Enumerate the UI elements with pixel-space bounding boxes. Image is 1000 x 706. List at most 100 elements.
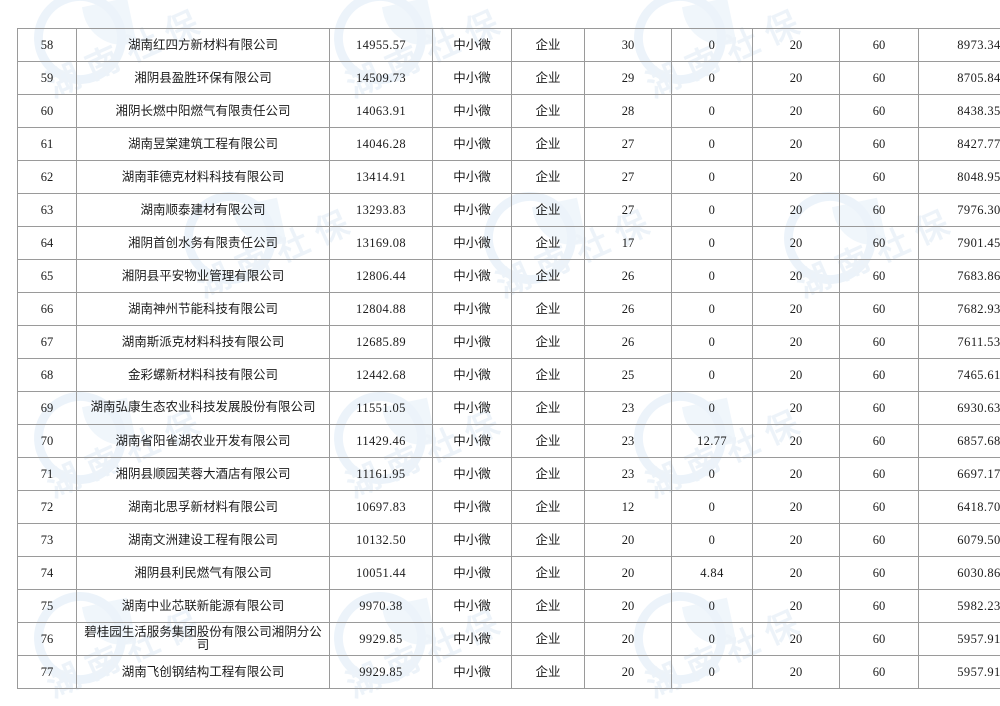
cell-index: 63 bbox=[17, 193, 77, 227]
cell-enterprise-scale: 中小微 bbox=[432, 358, 512, 392]
cell-ratio-one: 20 bbox=[752, 193, 840, 227]
cell-index: 72 bbox=[17, 490, 77, 524]
cell-company-name: 湖南北思孚新材料有限公司 bbox=[76, 490, 330, 524]
cell-company-name: 金彩螺新材料科技有限公司 bbox=[76, 358, 330, 392]
cell-total: 6418.70 bbox=[918, 490, 1000, 524]
cell-ratio-two: 60 bbox=[839, 325, 919, 359]
cell-headcount: 17 bbox=[584, 226, 672, 260]
cell-total: 6030.86 bbox=[918, 556, 1000, 590]
cell-unit-type: 企业 bbox=[511, 523, 585, 557]
cell-ratio-two: 60 bbox=[839, 556, 919, 590]
table-row: 60 湘阴长燃中阳燃气有限责任公司 14063.91 中小微 企业 28 0 20 60 8438… bbox=[17, 94, 1000, 128]
cell-company-name: 湖南昱棠建筑工程有限公司 bbox=[76, 127, 330, 161]
cell-company-name: 湘阴县顺园芙蓉大酒店有限公司 bbox=[76, 457, 330, 491]
cell-amount-secondary: 0 bbox=[671, 259, 753, 293]
cell-amount: 13169.08 bbox=[329, 226, 433, 260]
cell-headcount: 27 bbox=[584, 127, 672, 161]
cell-index: 75 bbox=[17, 589, 77, 623]
cell-headcount: 28 bbox=[584, 94, 672, 128]
cell-enterprise-scale: 中小微 bbox=[432, 61, 512, 95]
cell-ratio-two: 60 bbox=[839, 127, 919, 161]
cell-unit-type: 企业 bbox=[511, 490, 585, 524]
table-body: 58 湖南红四方新材料有限公司 14955.57 中小微 企业 30 0 20 60 8973.3… bbox=[17, 28, 1000, 689]
cell-unit-type: 企业 bbox=[511, 160, 585, 194]
table-row: 71 湘阴县顺园芙蓉大酒店有限公司 11161.95 中小微 企业 23 0 20 60 6697… bbox=[17, 457, 1000, 491]
cell-amount-secondary: 0 bbox=[671, 61, 753, 95]
cell-unit-type: 企业 bbox=[511, 655, 585, 689]
cell-amount-secondary: 0 bbox=[671, 490, 753, 524]
cell-ratio-two: 60 bbox=[839, 160, 919, 194]
cell-amount: 13414.91 bbox=[329, 160, 433, 194]
cell-company-name: 湖南菲德克材料科技有限公司 bbox=[76, 160, 330, 194]
cell-amount: 12804.88 bbox=[329, 292, 433, 326]
cell-ratio-two: 60 bbox=[839, 523, 919, 557]
cell-ratio-one: 20 bbox=[752, 259, 840, 293]
table-container: 58 湖南红四方新材料有限公司 14955.57 中小微 企业 30 0 20 60 8973.3… bbox=[17, 28, 1000, 689]
cell-headcount: 12 bbox=[584, 490, 672, 524]
cell-company-name: 湖南弘康生态农业科技发展股份有限公司 bbox=[76, 391, 330, 425]
cell-amount-secondary: 4.84 bbox=[671, 556, 753, 590]
table-row: 69 湖南弘康生态农业科技发展股份有限公司 11551.05 中小微 企业 23 0 20 60… bbox=[17, 391, 1000, 425]
cell-index: 77 bbox=[17, 655, 77, 689]
cell-total: 6079.50 bbox=[918, 523, 1000, 557]
cell-company-name: 湖南神州节能科技有限公司 bbox=[76, 292, 330, 326]
cell-ratio-two: 60 bbox=[839, 94, 919, 128]
cell-ratio-one: 20 bbox=[752, 589, 840, 623]
cell-enterprise-scale: 中小微 bbox=[432, 292, 512, 326]
cell-amount-secondary: 0 bbox=[671, 28, 753, 62]
cell-amount-secondary: 0 bbox=[671, 127, 753, 161]
cell-ratio-two: 60 bbox=[839, 457, 919, 491]
cell-ratio-one: 20 bbox=[752, 28, 840, 62]
cell-enterprise-scale: 中小微 bbox=[432, 622, 512, 656]
cell-enterprise-scale: 中小微 bbox=[432, 457, 512, 491]
cell-index: 65 bbox=[17, 259, 77, 293]
cell-ratio-one: 20 bbox=[752, 391, 840, 425]
cell-total: 7682.93 bbox=[918, 292, 1000, 326]
cell-total: 7611.53 bbox=[918, 325, 1000, 359]
cell-amount: 12806.44 bbox=[329, 259, 433, 293]
cell-index: 71 bbox=[17, 457, 77, 491]
cell-index: 76 bbox=[17, 622, 77, 656]
cell-amount: 11551.05 bbox=[329, 391, 433, 425]
cell-enterprise-scale: 中小微 bbox=[432, 160, 512, 194]
cell-total: 5957.91 bbox=[918, 655, 1000, 689]
cell-total: 8973.34 bbox=[918, 28, 1000, 62]
cell-company-name: 碧桂园生活服务集团股份有限公司湘阴分公司 bbox=[76, 622, 330, 656]
cell-headcount: 20 bbox=[584, 655, 672, 689]
cell-headcount: 27 bbox=[584, 193, 672, 227]
cell-index: 59 bbox=[17, 61, 77, 95]
cell-enterprise-scale: 中小微 bbox=[432, 523, 512, 557]
cell-unit-type: 企业 bbox=[511, 358, 585, 392]
cell-ratio-one: 20 bbox=[752, 61, 840, 95]
table-row: 61 湖南昱棠建筑工程有限公司 14046.28 中小微 企业 27 0 20 60 8427.7… bbox=[17, 127, 1000, 161]
cell-ratio-two: 60 bbox=[839, 391, 919, 425]
cell-amount-secondary: 0 bbox=[671, 160, 753, 194]
cell-amount-secondary: 0 bbox=[671, 325, 753, 359]
cell-ratio-one: 20 bbox=[752, 160, 840, 194]
cell-company-name: 湖南顺泰建材有限公司 bbox=[76, 193, 330, 227]
cell-amount: 11161.95 bbox=[329, 457, 433, 491]
table-row: 58 湖南红四方新材料有限公司 14955.57 中小微 企业 30 0 20 60 8973.3… bbox=[17, 28, 1000, 62]
cell-company-name: 湖南文洲建设工程有限公司 bbox=[76, 523, 330, 557]
cell-ratio-one: 20 bbox=[752, 523, 840, 557]
cell-enterprise-scale: 中小微 bbox=[432, 325, 512, 359]
cell-ratio-one: 20 bbox=[752, 127, 840, 161]
cell-amount: 9970.38 bbox=[329, 589, 433, 623]
cell-company-name: 湘阴县盈胜环保有限公司 bbox=[76, 61, 330, 95]
cell-index: 62 bbox=[17, 160, 77, 194]
cell-headcount: 26 bbox=[584, 292, 672, 326]
cell-total: 6697.17 bbox=[918, 457, 1000, 491]
cell-headcount: 30 bbox=[584, 28, 672, 62]
cell-ratio-two: 60 bbox=[839, 424, 919, 458]
cell-index: 64 bbox=[17, 226, 77, 260]
cell-amount: 10132.50 bbox=[329, 523, 433, 557]
cell-amount: 14509.73 bbox=[329, 61, 433, 95]
table-row: 67 湖南斯派克材料科技有限公司 12685.89 中小微 企业 26 0 20 60 7611.… bbox=[17, 325, 1000, 359]
cell-headcount: 29 bbox=[584, 61, 672, 95]
cell-amount: 12685.89 bbox=[329, 325, 433, 359]
cell-headcount: 25 bbox=[584, 358, 672, 392]
cell-index: 66 bbox=[17, 292, 77, 326]
cell-company-name: 湖南中业芯联新能源有限公司 bbox=[76, 589, 330, 623]
cell-unit-type: 企业 bbox=[511, 622, 585, 656]
table-row: 59 湘阴县盈胜环保有限公司 14509.73 中小微 企业 29 0 20 60 8705.84 bbox=[17, 61, 1000, 95]
